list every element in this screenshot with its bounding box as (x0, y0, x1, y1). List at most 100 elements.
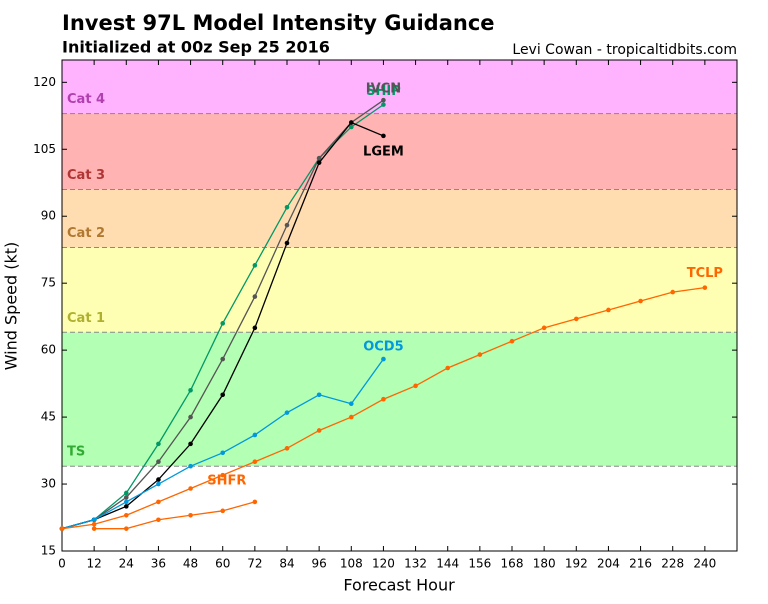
band (62, 60, 737, 114)
plot: TS Cat 1 Cat 2 Cat 3 Cat 4 0 12 24 36 48 60 72 84 96 1… (33, 59, 738, 571)
data-point (91, 517, 97, 523)
x-tick-label: 72 (247, 557, 262, 571)
x-tick-label: 192 (565, 557, 588, 571)
series-line (94, 501, 256, 530)
data-point (381, 133, 386, 139)
series-label: TCLP (687, 266, 723, 281)
data-point (316, 155, 322, 161)
data-point (316, 160, 322, 165)
data-point (188, 388, 193, 393)
y-tick-label: 75 (41, 276, 56, 290)
band-label: Cat 3 (67, 168, 105, 183)
data-point (348, 120, 354, 125)
band (62, 113, 737, 190)
data-point (188, 486, 193, 491)
series-label: IVCN (366, 82, 401, 97)
data-point (220, 356, 226, 362)
data-point (123, 526, 129, 531)
credit: Levi Cowan - tropicaltidbits.com (512, 42, 737, 58)
y-axis-label: Wind Speed (kt) (2, 242, 21, 371)
x-tick-label: 132 (404, 557, 427, 571)
data-point (156, 481, 161, 487)
data-point (188, 463, 193, 469)
x-tick-label: 144 (436, 557, 459, 571)
data-point (252, 499, 258, 505)
data-point (573, 316, 579, 322)
data-point (252, 459, 258, 465)
data-point (284, 410, 290, 415)
data-point (188, 414, 193, 420)
y-tick-label: 90 (41, 209, 56, 223)
data-point (220, 392, 226, 398)
data-point (220, 321, 226, 326)
band-label: Cat 4 (67, 92, 105, 107)
data-point (123, 504, 129, 509)
data-point (156, 441, 161, 447)
data-point (123, 495, 129, 500)
data-point (188, 512, 193, 518)
data-point (541, 325, 547, 331)
data-point (381, 97, 386, 103)
data-point (220, 508, 226, 514)
x-tick-label: 228 (661, 557, 684, 571)
data-point (156, 477, 161, 482)
data-point (220, 450, 226, 456)
data-point (348, 401, 354, 407)
band-label: Cat 2 (67, 226, 105, 241)
data-point (316, 428, 322, 433)
x-tick-label: 216 (629, 557, 652, 571)
data-point (123, 490, 129, 496)
data-point (59, 526, 65, 531)
plot-frame (61, 59, 738, 552)
series-label: LGEM (363, 144, 404, 159)
series-label: SHFR (207, 473, 246, 488)
band-label: Cat 1 (67, 311, 105, 326)
x-tick-label: 120 (372, 557, 395, 571)
y-tick-label: 60 (41, 343, 56, 357)
series-label: OCD5 (363, 340, 403, 355)
data-point (284, 205, 290, 210)
x-tick-label: 96 (312, 557, 327, 571)
x-axis-label: Forecast Hour (343, 576, 455, 595)
data-point (348, 124, 354, 130)
y-tick-label: 120 (33, 75, 56, 89)
band (62, 247, 737, 333)
y-tick-label: 105 (33, 142, 56, 156)
x-tick-label: 108 (340, 557, 363, 571)
data-point (381, 396, 386, 402)
x-tick-label: 0 (58, 557, 66, 571)
x-tick-label: 240 (693, 557, 716, 571)
x-tick-label: 168 (501, 557, 524, 571)
data-point (284, 240, 290, 246)
bands (62, 60, 737, 467)
band (62, 189, 737, 248)
x-tick-label: 204 (597, 557, 620, 571)
data-point (91, 526, 97, 531)
data-point (702, 285, 708, 290)
data-point (220, 472, 226, 478)
data-point (381, 102, 386, 107)
data-point (509, 338, 515, 344)
chart-subtitle: Initialized at 00z Sep 25 2016 (62, 38, 330, 57)
data-point (252, 432, 258, 438)
x-tick-label: 48 (183, 557, 198, 571)
data-point (252, 325, 258, 331)
y-tick-label: 30 (41, 477, 56, 491)
data-point (381, 356, 386, 362)
data-point (638, 298, 643, 304)
data-point (477, 352, 483, 357)
y-tick-label: 15 (41, 544, 56, 558)
x-tick-label: 12 (87, 557, 102, 571)
y-tick-label: 45 (41, 410, 56, 424)
data-point (316, 392, 322, 398)
data-point (188, 441, 193, 447)
x-tick-label: 60 (215, 557, 230, 571)
x-tick-label: 24 (119, 557, 134, 571)
data-point (156, 499, 161, 505)
data-point (123, 512, 129, 518)
data-point (252, 294, 258, 299)
series-label: SHIP (366, 84, 401, 99)
x-tick-label: 156 (468, 557, 491, 571)
